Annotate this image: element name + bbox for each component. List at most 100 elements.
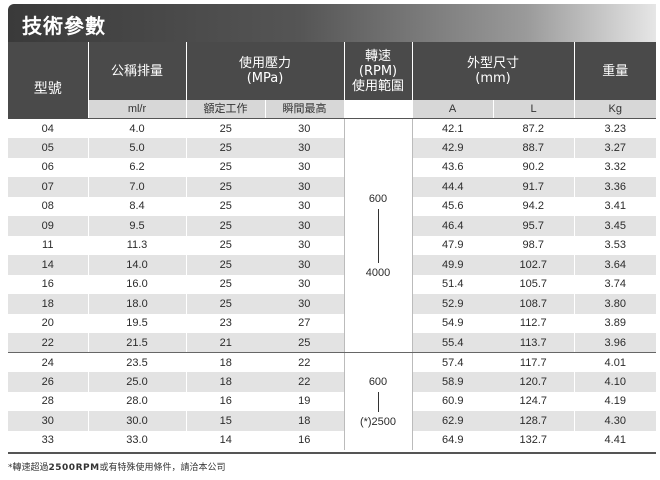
table-row: 09 9.5 25 30 46.4 95.7 3.45 xyxy=(8,216,656,236)
cell-pressure-rated: 25 xyxy=(219,278,232,291)
cell-dimension: 46.4 95.7 xyxy=(411,216,574,236)
header-dimension-label: 外型尺寸 xyxy=(466,56,519,71)
cell-dim-l: 132.7 xyxy=(519,434,548,447)
header-pressure: 使用壓力 (MPa) xyxy=(185,42,344,100)
cell-pressure-rated: 14 xyxy=(219,434,232,447)
cell-dim-a: 42.1 xyxy=(442,122,464,135)
cell-pressure-rated: 18 xyxy=(219,375,232,388)
cell-model: 14 xyxy=(8,255,88,275)
cell-displacement: 9.5 xyxy=(87,216,186,236)
cell-pressure: 25 30 xyxy=(185,255,344,275)
cell-weight: 3.23 xyxy=(573,118,656,138)
cell-dim-a: 52.9 xyxy=(442,297,464,310)
cell-pressure-peak: 30 xyxy=(298,297,311,310)
cell-dimension: 52.9 108.7 xyxy=(411,294,574,314)
cell-displacement: 4.0 xyxy=(87,118,186,138)
header-pressure-unit: (MPa) xyxy=(246,71,284,86)
spec-table: 型號 公稱排量 使用壓力 (MPa) 轉速 (RPM) 使用範圍 外型尺寸 (m… xyxy=(8,42,656,450)
cell-dim-l: 102.7 xyxy=(519,258,548,271)
cell-pressure-peak: 30 xyxy=(298,278,311,291)
table-row: 16 16.0 25 30 51.4 105.7 3.74 xyxy=(8,274,656,294)
cell-weight: 3.27 xyxy=(573,138,656,158)
cell-pressure-rated: 21 xyxy=(219,336,232,349)
cell-dim-l: 90.2 xyxy=(522,161,544,174)
header-dimension-unit: (mm) xyxy=(475,71,511,86)
subheader-pressure-peak: 瞬間最高 xyxy=(264,100,344,118)
cell-pressure: 18 22 xyxy=(185,372,344,392)
header-speed-line3: 使用範圍 xyxy=(351,78,404,94)
cell-dim-a: 57.4 xyxy=(442,356,464,369)
spec-table-body: 04 4.0 25 30 600 4000 42.1 87.2 3.23 05 5.0 25 30 42.… xyxy=(8,118,656,450)
cell-dimension: 49.9 102.7 xyxy=(411,255,574,275)
table-row: 26 25.0 18 22 58.9 120.7 4.10 xyxy=(8,372,656,392)
cell-pressure-peak: 30 xyxy=(298,219,311,232)
table-row: 30 30.0 15 18 62.9 128.7 4.30 xyxy=(8,411,656,431)
cell-weight: 3.45 xyxy=(573,216,656,236)
cell-displacement: 8.4 xyxy=(87,196,186,216)
cell-pressure-peak: 30 xyxy=(298,239,311,252)
cell-dim-a: 54.9 xyxy=(442,317,464,330)
rpm-min: 600 xyxy=(368,375,388,388)
cell-pressure-peak: 25 xyxy=(298,336,311,349)
cell-displacement: 21.5 xyxy=(87,333,186,353)
cell-displacement: 16.0 xyxy=(87,274,186,294)
cell-displacement: 33.0 xyxy=(87,430,186,450)
header-weight: 重量 xyxy=(573,42,656,100)
cell-displacement: 14.0 xyxy=(87,255,186,275)
table-row: 14 14.0 25 30 49.9 102.7 3.64 xyxy=(8,255,656,275)
cell-pressure-rated: 25 xyxy=(219,122,232,135)
cell-dim-a: 44.4 xyxy=(442,180,464,193)
table-row: 08 8.4 25 30 45.6 94.2 3.41 xyxy=(8,196,656,216)
cell-pressure-peak: 30 xyxy=(298,161,311,174)
cell-dim-l: 91.7 xyxy=(522,180,544,193)
cell-dim-a: 49.9 xyxy=(442,258,464,271)
table-row: 33 33.0 14 16 64.9 132.7 4.41 xyxy=(8,430,656,450)
header-pressure-label: 使用壓力 xyxy=(238,56,291,71)
cell-pressure: 25 30 xyxy=(185,294,344,314)
cell-model: 16 xyxy=(8,274,88,294)
cell-pressure-rated: 25 xyxy=(219,200,232,213)
cell-weight: 4.19 xyxy=(573,391,656,411)
cell-model: 11 xyxy=(8,235,88,255)
cell-weight: 4.01 xyxy=(573,352,656,372)
subheader-displacement-unit: ml/r xyxy=(87,100,186,119)
cell-weight: 3.53 xyxy=(573,235,656,255)
cell-pressure: 25 30 xyxy=(185,235,344,255)
cell-model: 22 xyxy=(8,333,88,353)
rpm-min: 600 xyxy=(368,192,388,205)
cell-dimension: 55.4 113.7 xyxy=(411,333,574,353)
table-row: 11 11.3 25 30 47.9 98.7 3.53 xyxy=(8,235,656,255)
cell-weight: 3.80 xyxy=(573,294,656,314)
cell-dimension: 54.9 112.7 xyxy=(411,313,574,333)
cell-pressure: 25 30 xyxy=(185,196,344,216)
cell-dim-l: 128.7 xyxy=(519,414,548,427)
cell-displacement: 11.3 xyxy=(87,235,186,255)
cell-dimension: 44.4 91.7 xyxy=(411,177,574,197)
cell-pressure: 18 22 xyxy=(185,352,344,372)
cell-dimension: 58.9 120.7 xyxy=(411,372,574,392)
rpm-max: (*)2500 xyxy=(359,415,397,428)
table-row: 28 28.0 16 19 60.9 124.7 4.19 xyxy=(8,391,656,411)
cell-pressure: 25 30 xyxy=(185,177,344,197)
cell-pressure: 25 30 xyxy=(185,138,344,158)
cell-displacement: 19.5 xyxy=(87,313,186,333)
cell-dim-a: 42.9 xyxy=(442,141,464,154)
cell-dim-l: 124.7 xyxy=(519,395,548,408)
cell-dim-l: 95.7 xyxy=(522,219,544,232)
cell-pressure-peak: 18 xyxy=(298,414,311,427)
cell-pressure-rated: 25 xyxy=(219,219,232,232)
table-row: 24 23.5 18 22 600 (*)2500 57.4 117.7 4.01 xyxy=(8,352,656,450)
cell-dim-a: 60.9 xyxy=(442,395,464,408)
cell-pressure-rated: 23 xyxy=(219,317,232,330)
header-model: 型號 xyxy=(8,42,88,119)
cell-dimension: 45.6 94.2 xyxy=(411,196,574,216)
subheader-pressure: 額定工作 瞬間最高 xyxy=(185,100,344,119)
cell-model: 04 xyxy=(8,118,88,138)
cell-pressure-peak: 30 xyxy=(298,180,311,193)
rpm-range-group1: 600 4000 xyxy=(343,118,413,353)
cell-model: 07 xyxy=(8,177,88,197)
cell-dim-l: 120.7 xyxy=(519,375,548,388)
cell-weight: 3.32 xyxy=(573,157,656,177)
cell-pressure-rated: 16 xyxy=(219,395,232,408)
cell-dimension: 42.9 88.7 xyxy=(411,138,574,158)
